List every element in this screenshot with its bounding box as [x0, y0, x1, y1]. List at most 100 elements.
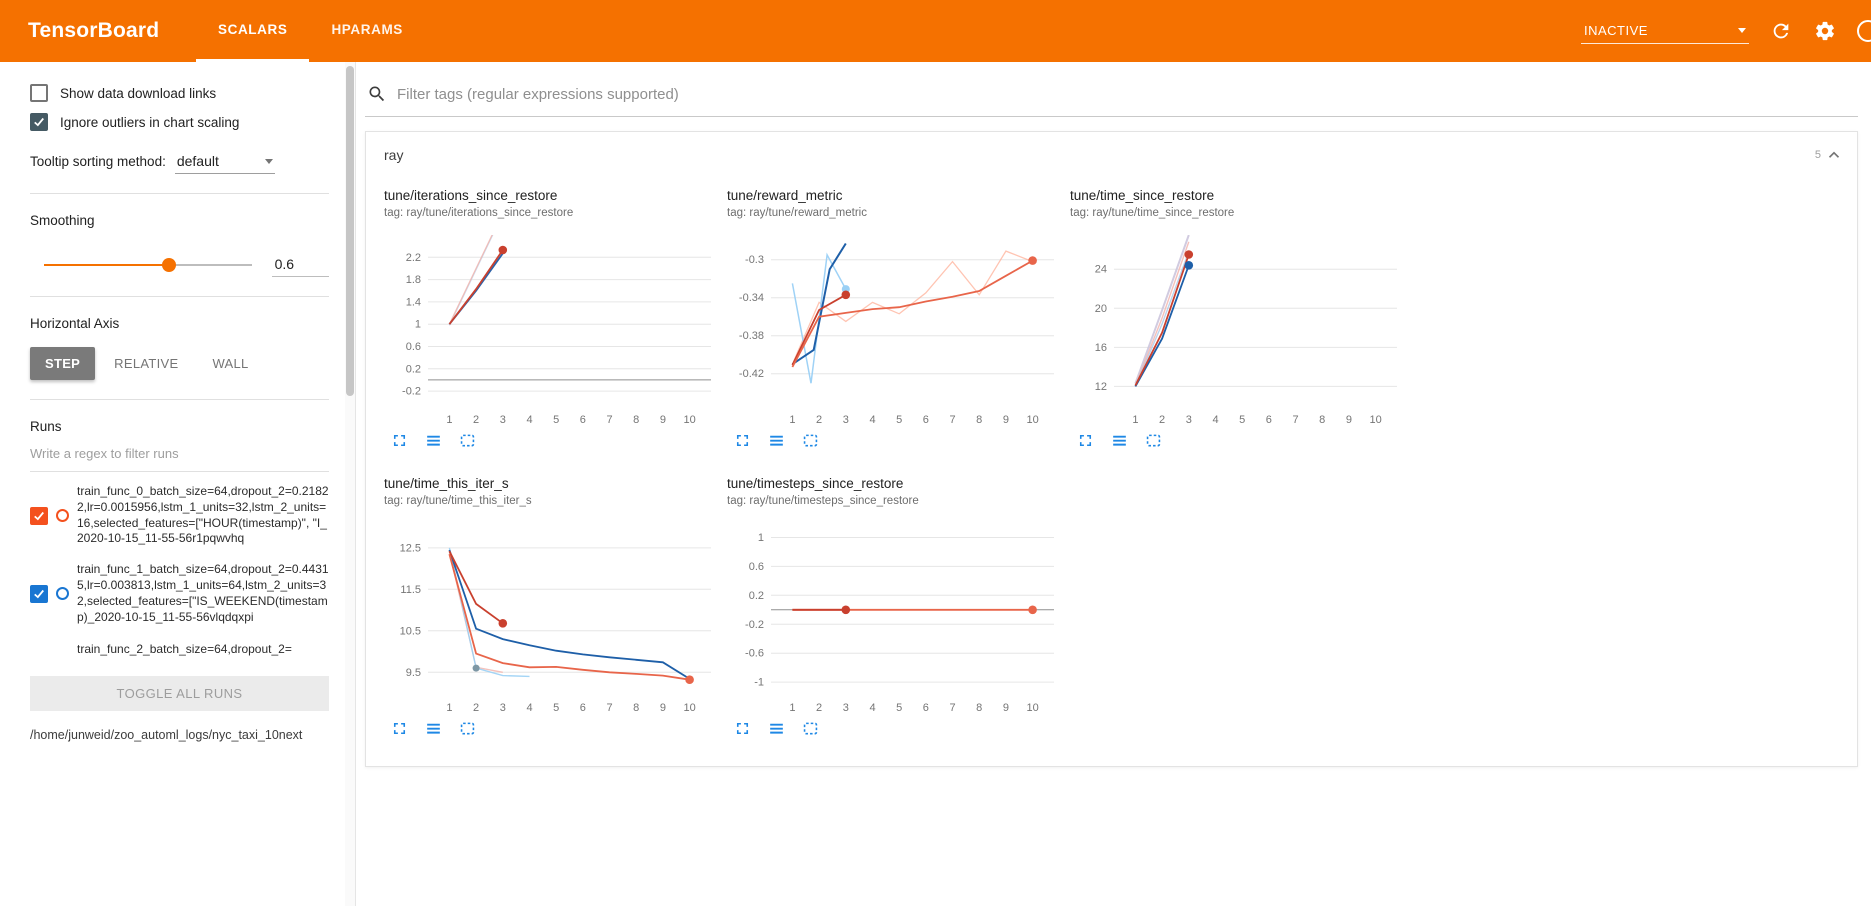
collapse-section-icon[interactable]: [1825, 146, 1843, 164]
svg-text:6: 6: [580, 414, 586, 426]
show-download-links-label: Show data download links: [60, 85, 217, 101]
runs-menu-icon[interactable]: [424, 719, 443, 738]
toggle-all-runs-button[interactable]: TOGGLE ALL RUNS: [30, 676, 329, 711]
status-value: INACTIVE: [1584, 23, 1648, 38]
ignore-outliers-toggle[interactable]: Ignore outliers in chart scaling: [30, 113, 329, 131]
sidebar-scrollbar[interactable]: [345, 62, 355, 906]
pin-card-icon[interactable]: [458, 431, 477, 450]
run-label: train_func_2_batch_size=64,dropout_2=: [77, 641, 292, 656]
pin-card-icon[interactable]: [801, 431, 820, 450]
chart-plot[interactable]: 9.5 10.5 11.5 12.5 1 2 3 4 5 6 7 8 9 10: [384, 515, 719, 717]
svg-text:1: 1: [446, 414, 452, 426]
sidebar-scrollbar-thumb[interactable]: [346, 66, 354, 396]
ray-section-header[interactable]: ray 5: [366, 132, 1857, 176]
chart-card: tune/time_this_iter_s tag: ray/tune/time_…: [384, 476, 727, 738]
axis-relative-button[interactable]: RELATIVE: [99, 347, 193, 380]
svg-text:1: 1: [758, 532, 764, 544]
tag-filter-input[interactable]: [397, 85, 1856, 103]
runs-menu-icon[interactable]: [767, 719, 786, 738]
settings-gear-icon[interactable]: [1813, 19, 1837, 43]
svg-text:11.5: 11.5: [400, 584, 421, 596]
expand-chart-icon[interactable]: [390, 431, 409, 450]
svg-text:12.5: 12.5: [400, 542, 421, 554]
svg-text:5: 5: [896, 702, 902, 714]
runs-menu-icon[interactable]: [424, 431, 443, 450]
svg-text:8: 8: [633, 414, 639, 426]
horizontal-axis-label: Horizontal Axis: [30, 316, 120, 331]
pin-card-icon[interactable]: [801, 719, 820, 738]
svg-text:5: 5: [553, 414, 559, 426]
chart-toolbar: [384, 431, 727, 450]
run-color-swatch[interactable]: [56, 509, 69, 523]
svg-text:7: 7: [606, 702, 612, 714]
refresh-icon[interactable]: [1769, 19, 1793, 43]
tag-filter: [365, 76, 1858, 117]
run-list: train_func_0_batch_size=64,dropout_2=0.2…: [30, 472, 329, 676]
svg-text:10: 10: [683, 414, 695, 426]
tooltip-sorting-dropdown[interactable]: default: [174, 149, 275, 174]
chart-toolbar: [727, 719, 1070, 738]
chart-tag: tag: ray/tune/time_since_restore: [1070, 207, 1235, 219]
svg-text:12: 12: [1095, 381, 1107, 393]
sidebar: Show data download links Ignore outliers…: [0, 62, 356, 906]
svg-text:1: 1: [415, 319, 421, 331]
run-item[interactable]: train_func_1_batch_size=64,dropout_2=0.4…: [30, 562, 329, 625]
expand-chart-icon[interactable]: [733, 719, 752, 738]
svg-text:-0.2: -0.2: [402, 386, 421, 398]
svg-text:-0.38: -0.38: [739, 330, 764, 342]
svg-text:8: 8: [1319, 414, 1325, 426]
chart-tag: tag: ray/tune/timesteps_since_restore: [727, 495, 919, 507]
runs-menu-icon[interactable]: [767, 431, 786, 450]
run-checkbox[interactable]: [30, 584, 48, 603]
svg-text:9: 9: [660, 702, 666, 714]
run-color-swatch[interactable]: [56, 587, 69, 601]
runs-menu-icon[interactable]: [1110, 431, 1129, 450]
ignore-outliers-checkbox[interactable]: [30, 113, 48, 131]
run-item[interactable]: train_func_0_batch_size=64,dropout_2=0.2…: [30, 484, 329, 547]
axis-wall-button[interactable]: WALL: [197, 347, 263, 380]
chart-plot[interactable]: -0.42 -0.38 -0.34 -0.3 1 2 3 4 5 6 7 8 9 10: [727, 227, 1062, 429]
svg-text:9: 9: [1003, 414, 1009, 426]
expand-chart-icon[interactable]: [390, 719, 409, 738]
show-download-links-checkbox[interactable]: [30, 84, 48, 102]
chart-title: tune/time_this_iter_s: [384, 476, 509, 491]
svg-text:4: 4: [526, 702, 532, 714]
tooltip-sorting-label: Tooltip sorting method:: [30, 154, 166, 169]
expand-chart-icon[interactable]: [1076, 431, 1095, 450]
chart-plot[interactable]: -1 -0.6 -0.2 0.2 0.6 1 1 2 3 4 5 6 7 8 9 10: [727, 515, 1062, 717]
chart-plot[interactable]: -0.2 0.2 0.6 1 1.4 1.8 2.2 1 2 3 4 5 6 7 8 9 10: [384, 227, 719, 429]
smoothing-slider[interactable]: [44, 257, 252, 272]
chart-title: tune/reward_metric: [727, 188, 843, 203]
expand-chart-icon[interactable]: [733, 431, 752, 450]
pin-card-icon[interactable]: [1144, 431, 1163, 450]
tab-scalars[interactable]: SCALARS: [196, 0, 310, 62]
main-content: ray 5 tune/iterations_since_restore tag: …: [356, 62, 1871, 906]
chart-card: tune/time_since_restore tag: ray/tune/tim…: [1070, 188, 1413, 450]
svg-text:4: 4: [526, 414, 532, 426]
run-item[interactable]: train_func_2_batch_size=64,dropout_2=: [30, 641, 329, 659]
runs-filter-input[interactable]: [30, 438, 329, 472]
svg-text:9.5: 9.5: [406, 667, 421, 679]
svg-text:2: 2: [816, 702, 822, 714]
section-title: ray: [384, 147, 404, 163]
help-icon[interactable]: [1857, 20, 1871, 42]
tab-hparams[interactable]: HPARAMS: [331, 22, 403, 37]
chart-toolbar: [384, 719, 727, 738]
ignore-outliers-label: Ignore outliers in chart scaling: [60, 114, 240, 130]
svg-text:6: 6: [1266, 414, 1272, 426]
svg-text:0.6: 0.6: [406, 341, 421, 353]
divider: [30, 193, 329, 194]
chart-card: tune/iterations_since_restore tag: ray/tu…: [384, 188, 727, 450]
smoothing-value[interactable]: 0.6: [271, 252, 329, 277]
svg-text:6: 6: [923, 414, 929, 426]
pin-card-icon[interactable]: [458, 719, 477, 738]
run-checkbox[interactable]: [30, 506, 48, 525]
show-download-links-toggle[interactable]: Show data download links: [30, 84, 329, 102]
app-header: TensorBoard SCALARS HPARAMS INACTIVE: [0, 0, 1871, 62]
svg-text:3: 3: [500, 702, 506, 714]
svg-text:0.2: 0.2: [749, 590, 764, 602]
status-dropdown[interactable]: INACTIVE: [1581, 18, 1749, 44]
axis-step-button[interactable]: STEP: [30, 347, 96, 380]
smoothing-slider-thumb[interactable]: [161, 257, 176, 272]
